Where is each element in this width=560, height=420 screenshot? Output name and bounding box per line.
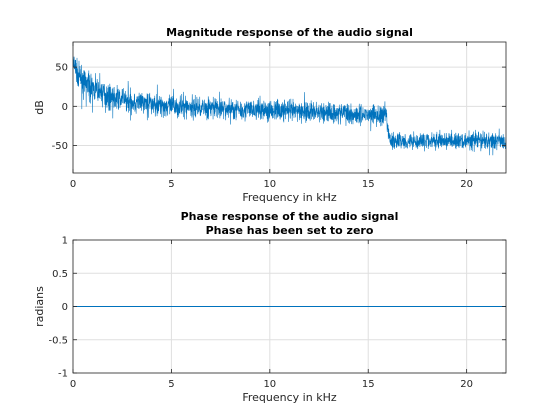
x-tick-label: 10 <box>263 379 276 390</box>
y-tick-label: -50 <box>52 141 68 152</box>
y-tick-label: 0.5 <box>52 269 68 280</box>
y-tick-label: -1 <box>58 369 68 380</box>
x-tick-label: 15 <box>362 379 375 390</box>
x-tick-label: 15 <box>362 179 375 190</box>
axes-frame <box>72 41 507 174</box>
x-tick-label: 20 <box>460 179 473 190</box>
y-tick-label: 0 <box>62 102 68 113</box>
chart-title: Magnitude response of the audio signal <box>166 26 413 39</box>
y-axis-label: dB <box>33 100 46 115</box>
phase-axes: 0 5 10 15 20 1 0.5 0 -0.5 -1 Frequency in kHz radia… <box>33 210 507 404</box>
x-tick-label: 0 <box>70 179 76 190</box>
y-tick-label: 0 <box>62 302 68 313</box>
x-tick-label: 5 <box>168 379 174 390</box>
x-axis-label: Frequency in kHz <box>242 191 336 204</box>
y-tick-label: 1 <box>62 236 68 247</box>
x-tick-label: 10 <box>263 179 276 190</box>
y-axis-label: radians <box>33 286 46 327</box>
y-tick-label: -0.5 <box>48 335 68 346</box>
y-tick-label: 50 <box>55 63 68 74</box>
x-tick-label: 5 <box>168 179 174 190</box>
chart-subtitle: Phase has been set to zero <box>206 224 374 237</box>
magnitude-axes: 0 5 10 15 20 50 0 -50 Frequency in kHz dB Magnitud… <box>33 26 507 204</box>
chart-title: Phase response of the audio signal <box>181 210 399 223</box>
x-axis-label: Frequency in kHz <box>242 391 336 404</box>
series-line <box>73 56 506 156</box>
x-tick-label: 20 <box>460 379 473 390</box>
x-tick-label: 0 <box>70 379 76 390</box>
